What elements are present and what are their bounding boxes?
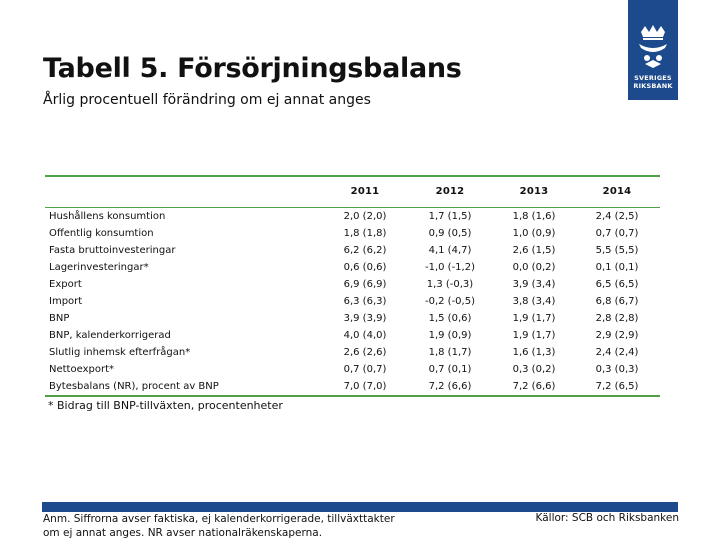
cell-value: 0,0 (0,2) [512, 262, 556, 273]
table-row: Hushållens konsumtion 2,0 (2,0) 1,7 (1,5… [45, 209, 660, 226]
cell-value: 2,6 (2,6) [343, 347, 387, 358]
cell-value: 1,6 (1,3) [512, 347, 556, 358]
cell-value: 3,9 (3,9) [343, 313, 387, 324]
cell-value: 7,2 (6,6) [512, 381, 556, 392]
footer-bar [42, 502, 678, 512]
cell-value: 6,2 (6,2) [343, 245, 387, 256]
cell-value: 1,7 (1,5) [428, 211, 472, 222]
logo-text: SVERIGES RIKSBANK [628, 74, 678, 90]
row-label: Lagerinvesteringar* [49, 262, 149, 273]
cell-value: 0,7 (0,1) [428, 364, 472, 375]
year-header: 2011 [350, 186, 380, 197]
cell-value: 7,2 (6,5) [595, 381, 639, 392]
cell-value: 5,5 (5,5) [595, 245, 639, 256]
row-label: Export [49, 279, 82, 290]
table-row: BNP, kalenderkorrigerad 4,0 (4,0) 1,9 (0… [45, 328, 660, 345]
row-label: BNP, kalenderkorrigerad [49, 330, 171, 341]
cell-value: 0,9 (0,5) [428, 228, 472, 239]
cell-value: 1,9 (0,9) [428, 330, 472, 341]
row-label: Hushållens konsumtion [49, 211, 166, 222]
cell-value: 0,7 (0,7) [343, 364, 387, 375]
cell-value: 2,6 (1,5) [512, 245, 556, 256]
table-row: Slutlig inhemsk efterfrågan* 2,6 (2,6) 1… [45, 345, 660, 362]
cell-value: 7,2 (6,6) [428, 381, 472, 392]
cell-value: 1,9 (1,7) [512, 313, 556, 324]
cell-value: -1,0 (-1,2) [424, 262, 475, 273]
table-row: Import 6,3 (6,3) -0,2 (-0,5) 3,8 (3,4) 6… [45, 294, 660, 311]
logo-line-1: SVERIGES [634, 74, 672, 82]
cell-value: 2,9 (2,9) [595, 330, 639, 341]
footer-note: Anm. Siffrorna avser faktiska, ej kalend… [43, 513, 395, 539]
cell-value: 0,3 (0,2) [512, 364, 556, 375]
table-bottom-rule [45, 395, 660, 397]
cell-value: 0,6 (0,6) [343, 262, 387, 273]
table-footnote: * Bidrag till BNP-tillväxten, procentenh… [48, 399, 283, 412]
table-row: Offentlig konsumtion 1,8 (1,8) 0,9 (0,5)… [45, 226, 660, 243]
table-row: Bytesbalans (NR), procent av BNP 7,0 (7,… [45, 379, 660, 396]
cell-value: 6,5 (6,5) [595, 279, 639, 290]
cell-value: 2,0 (2,0) [343, 211, 387, 222]
cell-value: 2,8 (2,8) [595, 313, 639, 324]
row-label: Nettoexport* [49, 364, 114, 375]
cell-value: 6,9 (6,9) [343, 279, 387, 290]
table-row: Export 6,9 (6,9) 1,3 (-0,3) 3,9 (3,4) 6,… [45, 277, 660, 294]
table-row: BNP 3,9 (3,9) 1,5 (0,6) 1,9 (1,7) 2,8 (2… [45, 311, 660, 328]
table-row: Fasta bruttoinvesteringar 6,2 (6,2) 4,1 … [45, 243, 660, 260]
cell-value: 1,8 (1,7) [428, 347, 472, 358]
cell-value: 2,4 (2,4) [595, 347, 639, 358]
page-title: Tabell 5. Försörjningsbalans [43, 53, 462, 84]
row-label: Bytesbalans (NR), procent av BNP [49, 381, 219, 392]
cell-value: 3,9 (3,4) [512, 279, 556, 290]
cell-value: 0,3 (0,3) [595, 364, 639, 375]
cell-value: 1,8 (1,8) [343, 228, 387, 239]
riksbank-logo: SVERIGES RIKSBANK [628, 0, 678, 100]
footer-sources: Källor: SCB och Riksbanken [535, 512, 679, 524]
cell-value: -0,2 (-0,5) [424, 296, 475, 307]
cell-value: 1,3 (-0,3) [426, 279, 474, 290]
table-top-rule [45, 175, 660, 177]
row-label: Slutlig inhemsk efterfrågan* [49, 347, 191, 358]
cell-value: 4,1 (4,7) [428, 245, 472, 256]
year-header: 2013 [519, 186, 549, 197]
table-header-rule [45, 207, 660, 208]
cell-value: 1,8 (1,6) [512, 211, 556, 222]
row-label: BNP [49, 313, 70, 324]
cell-value: 7,0 (7,0) [343, 381, 387, 392]
cell-value: 2,4 (2,5) [595, 211, 639, 222]
cell-value: 6,8 (6,7) [595, 296, 639, 307]
row-label: Import [49, 296, 83, 307]
cell-value: 1,0 (0,9) [512, 228, 556, 239]
logo-line-2: RIKSBANK [633, 82, 673, 90]
row-label: Offentlig konsumtion [49, 228, 154, 239]
table-row: Lagerinvesteringar* 0,6 (0,6) -1,0 (-1,2… [45, 260, 660, 277]
cell-value: 3,8 (3,4) [512, 296, 556, 307]
cell-value: 0,7 (0,7) [595, 228, 639, 239]
cell-value: 6,3 (6,3) [343, 296, 387, 307]
cell-value: 1,9 (1,7) [512, 330, 556, 341]
crown-emblem-icon [639, 25, 667, 68]
year-header: 2012 [435, 186, 465, 197]
cell-value: 4,0 (4,0) [343, 330, 387, 341]
row-label: Fasta bruttoinvesteringar [49, 245, 176, 256]
cell-value: 1,5 (0,6) [428, 313, 472, 324]
table-row: Nettoexport* 0,7 (0,7) 0,7 (0,1) 0,3 (0,… [45, 362, 660, 379]
year-header: 2014 [602, 186, 632, 197]
cell-value: 0,1 (0,1) [595, 262, 639, 273]
page-subtitle: Årlig procentuell förändring om ej annat… [43, 92, 371, 108]
